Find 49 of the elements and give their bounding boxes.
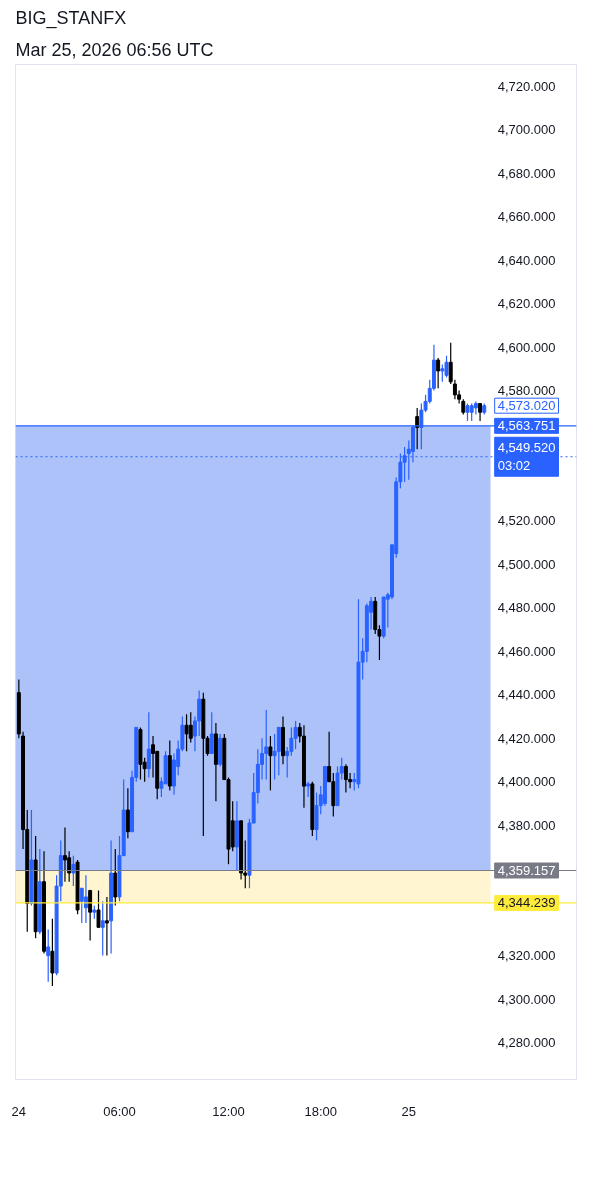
x-tick-label: 25: [401, 1103, 417, 1119]
candlestick: [184, 713, 189, 752]
y-tick-label: 4,520.000: [497, 513, 556, 529]
chart-subtitle: Mar 25, 2026 06:56 UTC: [15, 39, 214, 60]
y-tick-label: 4,300.000: [497, 991, 556, 1007]
y-tick-label: 4,660.000: [497, 209, 556, 225]
candlestick: [444, 355, 449, 379]
candlestick: [50, 918, 55, 987]
y-tick-label: 4,420.000: [497, 730, 556, 746]
candlestick: [100, 900, 105, 957]
y-tick-label: 4,480.000: [497, 600, 556, 616]
y-tick-label: 4,460.000: [497, 643, 556, 659]
candlestick: [146, 711, 151, 778]
y-tick-label: 4,280.000: [497, 1035, 556, 1051]
ref-line-label: 4,563.751: [497, 418, 556, 434]
y-tick-label: 4,700.000: [497, 122, 556, 138]
candlestick: [113, 848, 118, 907]
ref-line-label: 4,344.239: [497, 895, 556, 911]
candlestick: [415, 407, 420, 450]
y-tick-label: 4,640.000: [497, 252, 556, 268]
candlestick: [343, 763, 348, 794]
candlestick: [71, 855, 76, 887]
ref-line-label: 4,359.157: [497, 863, 556, 879]
y-tick-label: 4,720.000: [497, 78, 556, 94]
candlestick: [276, 726, 281, 776]
x-tick-label: 06:00: [103, 1103, 136, 1119]
candlestick: [96, 889, 101, 928]
ref-line-label: 4,549.520 03:02: [497, 440, 556, 474]
y-tick-label: 4,440.000: [497, 687, 556, 703]
x-tick-label: 18:00: [304, 1103, 338, 1119]
y-tick-label: 4,680.000: [497, 165, 556, 181]
x-tick-label: 24: [11, 1103, 27, 1119]
y-tick-label: 4,620.000: [497, 296, 556, 312]
y-tick-label: 4,380.000: [497, 817, 556, 833]
candlestick: [188, 711, 193, 744]
candlestick: [268, 735, 273, 792]
candlestick: [125, 787, 130, 839]
y-tick-label: 4,500.000: [497, 556, 556, 572]
y-tick-label: 4,600.000: [497, 339, 556, 355]
text: 4,573.020: [497, 398, 556, 414]
y-tick-label: 4,320.000: [497, 948, 556, 964]
candlestick: [209, 711, 214, 755]
candlestick: [46, 928, 51, 983]
candlestick: [264, 709, 269, 781]
chart-title: BIG_STANFX: [15, 7, 127, 29]
x-tick-label: 12:00: [212, 1103, 245, 1119]
y-tick-label: 4,580.000: [497, 383, 556, 399]
candlestick: [63, 826, 67, 883]
y-tick-label: 4,400.000: [497, 774, 556, 790]
